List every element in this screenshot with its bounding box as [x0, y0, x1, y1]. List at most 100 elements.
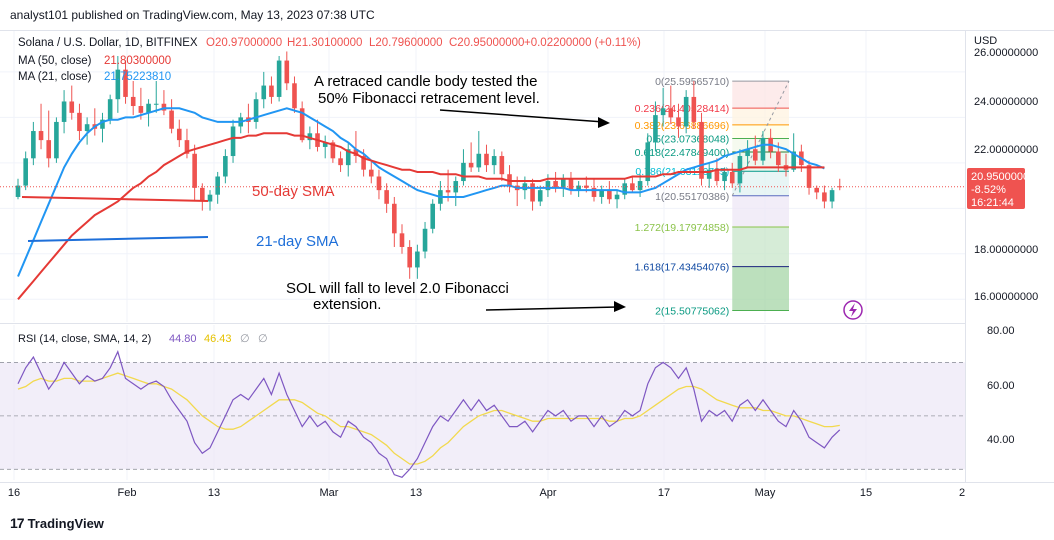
candle-body	[269, 85, 274, 97]
ma21-legend-value: 21.75223810	[104, 71, 171, 83]
candle-body	[791, 151, 796, 170]
candle-body	[307, 133, 313, 141]
rsi-band	[0, 362, 965, 470]
price-tick: 24.00000000	[974, 96, 1038, 108]
candle-body	[200, 187, 205, 202]
candle-body	[153, 103, 159, 105]
publisher-header: analyst101 published on TradingView.com,…	[0, 0, 1054, 30]
price-axis: USD 26.00000000 24.00000000 22.00000000 …	[974, 35, 1038, 303]
rsi-band-fill	[0, 362, 965, 470]
candle-body	[392, 203, 397, 234]
candle-body	[61, 101, 67, 122]
candle-body	[683, 96, 689, 127]
candle-body	[630, 183, 635, 191]
fib-level-label: 1.272(19.17974858)	[635, 222, 730, 234]
fib-zone	[732, 226, 789, 267]
last-change: -8.52%	[971, 184, 1006, 196]
candle-body	[192, 153, 197, 188]
hidden-value-icon: ∅	[240, 333, 250, 345]
moving-averages	[0, 107, 965, 300]
tradingview-logo[interactable]: 17 TradingView	[10, 512, 104, 534]
rsi-legend: RSI (14, close, SMA, 14, 2) 44.80 46.43 …	[18, 333, 268, 345]
lightning-icon[interactable]	[843, 300, 863, 320]
ohlc-low: L20.79600000	[369, 37, 443, 49]
candle-body	[476, 153, 482, 168]
candle-body	[637, 181, 643, 191]
last-price-tag-bg	[967, 168, 1025, 209]
candle-body	[660, 108, 666, 116]
candle-body	[23, 158, 28, 186]
ohlc-change: +0.02200000 (+0.11%)	[524, 37, 641, 49]
candle-body	[77, 112, 82, 132]
fib-zone	[732, 124, 789, 139]
ma21-legend-label: MA (21, close)	[18, 71, 92, 83]
fall-text-line1: SOL will fall to level 2.0 Fibonacci	[286, 280, 509, 297]
candle-body	[161, 103, 167, 111]
time-tick: 2	[959, 487, 965, 499]
candle-body	[207, 194, 213, 202]
candle-body	[645, 142, 651, 182]
candle-body	[422, 228, 428, 252]
candle-body	[699, 121, 704, 179]
candle-body	[668, 108, 674, 118]
currency-label: USD	[974, 35, 997, 47]
fib-zone	[732, 266, 789, 311]
candle-body	[322, 142, 328, 147]
fall-text-line2: extension.	[313, 296, 381, 313]
candle-body	[453, 181, 459, 193]
fib-level-label: 0.5(23.07368048)	[646, 133, 729, 145]
ma50-legend-value: 21.80300000	[104, 55, 171, 67]
candle-body	[745, 149, 750, 157]
candle-body	[38, 131, 44, 141]
candle-body	[330, 142, 336, 159]
candle-body	[760, 137, 766, 161]
candle-body	[776, 151, 781, 166]
candle-body	[69, 101, 75, 113]
candle-body	[253, 99, 259, 122]
time-tick: 17	[658, 487, 670, 499]
candle-body	[814, 187, 820, 193]
candle-body	[169, 110, 174, 129]
candle-body	[84, 124, 90, 132]
candle-body	[368, 169, 374, 177]
candle-body	[223, 156, 228, 177]
time-tick: Mar	[320, 487, 339, 499]
candle-body	[146, 103, 151, 113]
candle-body	[468, 162, 474, 168]
candle-body	[130, 96, 136, 107]
candle-body	[691, 96, 697, 122]
candle-body	[714, 169, 720, 182]
price-tick: 16.00000000	[974, 291, 1038, 303]
candle-body	[729, 171, 735, 184]
ma21-line	[17, 107, 825, 277]
candle-body	[299, 108, 305, 141]
price-tick: 22.00000000	[974, 144, 1038, 156]
ohlc-close: C20.95000000	[449, 37, 524, 49]
candle-body	[491, 156, 497, 166]
sma21-annotation: 21-day SMA	[256, 233, 339, 250]
time-tick: 15	[860, 487, 872, 499]
candle-body	[676, 117, 681, 127]
candles	[15, 51, 843, 279]
rsi-line	[17, 350, 841, 478]
candle-body	[107, 99, 113, 120]
candle-body	[576, 185, 581, 191]
candle-body	[568, 178, 574, 191]
last-price-tag: 20.95000000 -8.52% 16:21:44	[967, 168, 1035, 209]
symbol-title: Solana / U.S. Dollar, 1D, BITFINEX	[18, 37, 198, 49]
candle-body	[622, 183, 628, 195]
retrace-text-line2: 50% Fibonacci retracement level.	[318, 90, 540, 107]
time-tick: 13	[410, 487, 422, 499]
candle-body	[115, 69, 121, 100]
fibonacci-tool[interactable]: 0(25.59565710) 0.236(24.40528414) 0.382(23…	[635, 76, 790, 317]
ma50-legend-label: MA (50, close)	[18, 55, 92, 67]
candle-body	[384, 190, 389, 204]
candle-body	[614, 194, 620, 200]
time-tick: 13	[208, 487, 220, 499]
candle-body	[123, 69, 128, 97]
fall-arrow-head	[614, 301, 626, 312]
publisher-line: analyst101 published on TradingView.com,…	[10, 8, 375, 22]
fib-level-label: 0.236(24.40528414)	[635, 103, 730, 115]
candle-body	[376, 176, 382, 191]
